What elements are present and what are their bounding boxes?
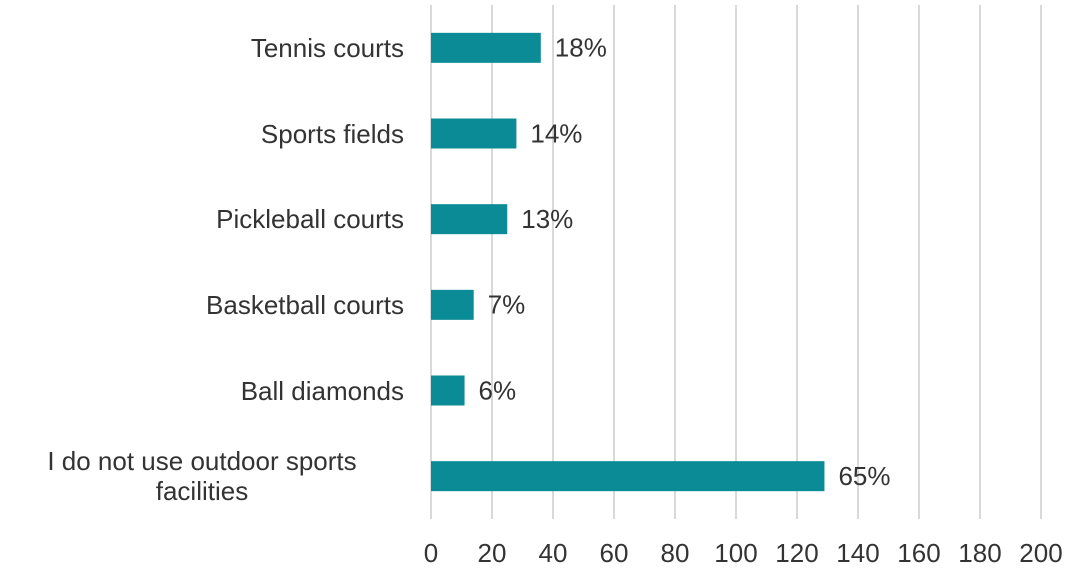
bar [431,461,825,492]
y-tick-label: Pickleball courts [216,204,404,235]
y-tick-label: Ball diamonds [240,375,404,406]
y-tick-label: Sports fields [260,118,404,149]
category-label-box: Sports fields [0,119,404,149]
x-tick-label: 140 [836,538,879,568]
category-label-box: Basketball courts [0,290,404,320]
x-tick-label: 120 [775,538,818,568]
data-label: 7% [488,290,526,320]
x-tick-label: 180 [958,538,1001,568]
data-label: 65% [838,461,890,491]
category-label-box: Tennis courts [0,33,404,63]
data-label: 6% [479,375,517,405]
bar [431,32,541,63]
category-label-box: Ball diamonds [0,376,404,406]
data-label: 13% [521,204,573,234]
category-label-box: Pickleball courts [0,204,404,234]
category-label-box: I do not use outdoor sports facilities [0,446,404,506]
x-tick-label: 20 [478,538,507,568]
y-tick-label: I do not use outdoor sports facilities [47,446,357,507]
x-tick-label: 40 [539,538,568,568]
x-tick-label: 60 [600,538,629,568]
x-tick-label: 100 [714,538,757,568]
data-label: 18% [555,33,607,63]
bar [431,289,474,320]
x-tick-label: 200 [1019,538,1062,568]
bar [431,118,517,149]
bar [431,375,465,406]
x-tick-label: 80 [661,538,690,568]
x-tick-label: 160 [897,538,940,568]
y-tick-label: Tennis courts [250,32,404,63]
x-tick-label: 0 [424,538,438,568]
bar [431,204,508,235]
y-tick-label: Basketball courts [206,289,404,320]
data-label: 14% [530,118,582,148]
